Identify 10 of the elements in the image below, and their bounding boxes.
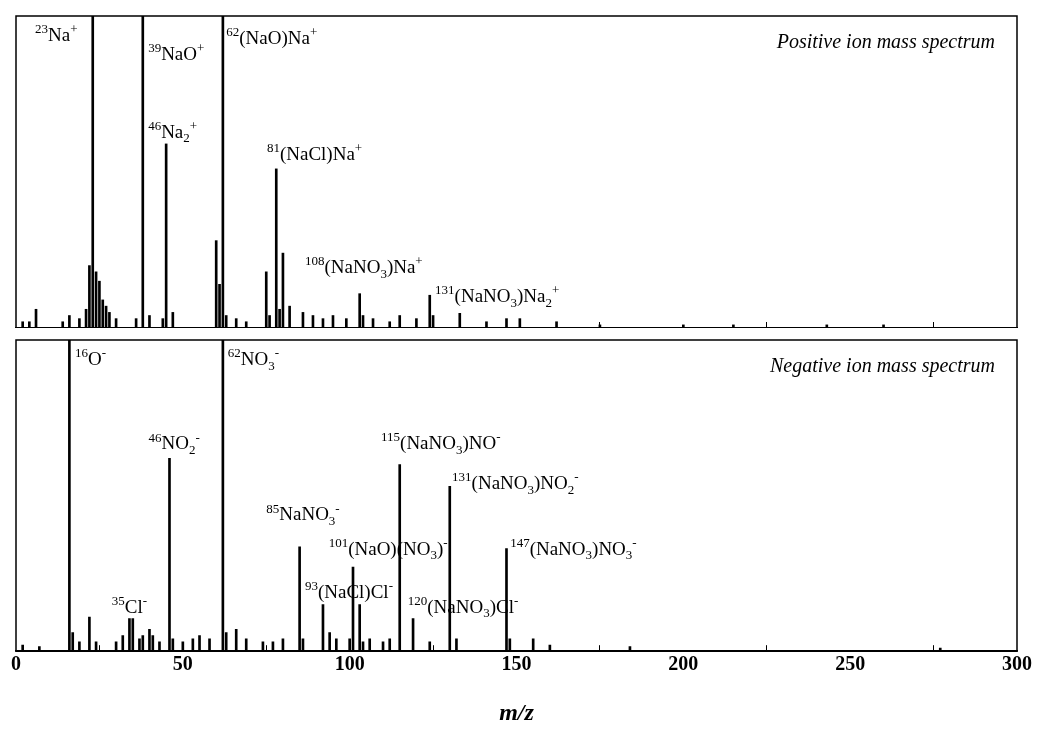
x-tick-label: 150 [501, 652, 532, 675]
x-tick-label: 200 [668, 652, 699, 675]
x-tick-label: 50 [172, 652, 193, 675]
text: Negative ion mass spectrum [769, 354, 996, 377]
x-tick-label: 100 [334, 652, 365, 675]
text: Positive ion mass spectrum [775, 30, 995, 53]
x-axis-title: m/z [499, 698, 535, 725]
x-tick-label: 250 [835, 652, 866, 675]
x-tick-label: 0 [11, 652, 21, 675]
x-tick-label: 300 [1002, 652, 1032, 675]
